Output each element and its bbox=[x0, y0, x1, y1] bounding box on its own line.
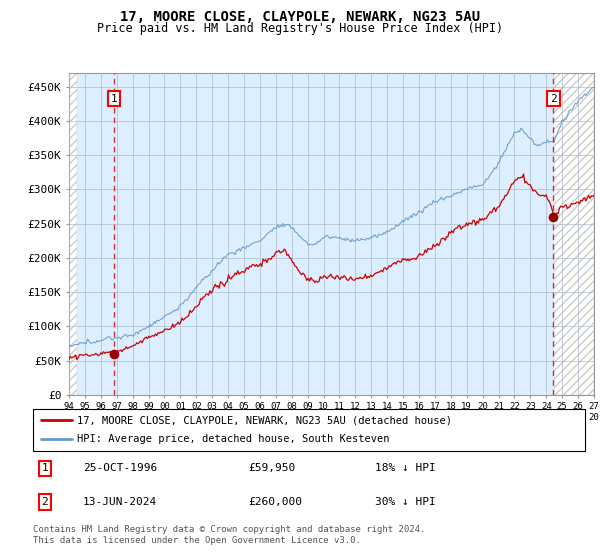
Text: 1: 1 bbox=[110, 94, 117, 104]
Text: 30% ↓ HPI: 30% ↓ HPI bbox=[375, 497, 436, 507]
Text: 17, MOORE CLOSE, CLAYPOLE, NEWARK, NG23 5AU (detached house): 17, MOORE CLOSE, CLAYPOLE, NEWARK, NG23 … bbox=[77, 415, 452, 425]
Text: 2: 2 bbox=[41, 497, 48, 507]
Text: 25-OCT-1996: 25-OCT-1996 bbox=[83, 464, 157, 473]
Text: £260,000: £260,000 bbox=[248, 497, 302, 507]
Text: Contains HM Land Registry data © Crown copyright and database right 2024.
This d: Contains HM Land Registry data © Crown c… bbox=[33, 525, 425, 545]
Text: HPI: Average price, detached house, South Kesteven: HPI: Average price, detached house, Sout… bbox=[77, 435, 389, 445]
Text: 18% ↓ HPI: 18% ↓ HPI bbox=[375, 464, 436, 473]
Text: 2: 2 bbox=[550, 94, 557, 104]
Text: 17, MOORE CLOSE, CLAYPOLE, NEWARK, NG23 5AU: 17, MOORE CLOSE, CLAYPOLE, NEWARK, NG23 … bbox=[120, 10, 480, 24]
FancyBboxPatch shape bbox=[33, 409, 585, 451]
Text: 13-JUN-2024: 13-JUN-2024 bbox=[83, 497, 157, 507]
Text: Price paid vs. HM Land Registry's House Price Index (HPI): Price paid vs. HM Land Registry's House … bbox=[97, 22, 503, 35]
Text: £59,950: £59,950 bbox=[248, 464, 296, 473]
Text: 1: 1 bbox=[41, 464, 48, 473]
